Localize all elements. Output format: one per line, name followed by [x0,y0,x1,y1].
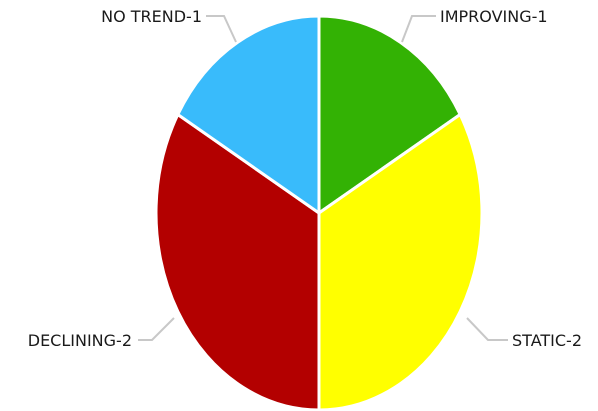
pie-slices [154,14,484,411]
pie-slice-declining [154,113,321,411]
leader-line-no-trend [206,15,237,43]
pie-slice-improving [317,14,462,215]
slice-label-improving: IMPROVING-1 [440,7,548,26]
pie-labels: IMPROVING-1 STATIC-2 DECLINING-2 NO TREND-1 [28,7,582,350]
pie-slice-no-trend [176,14,321,215]
leader-line-static [466,317,508,341]
slice-label-declining: DECLINING-2 [28,331,132,350]
slice-label-static: STATIC-2 [512,331,582,350]
leader-line-declining [138,317,175,341]
slice-label-no-trend: NO TREND-1 [101,7,202,26]
leader-line-improving [401,15,436,43]
pie-slice-static [317,113,484,411]
